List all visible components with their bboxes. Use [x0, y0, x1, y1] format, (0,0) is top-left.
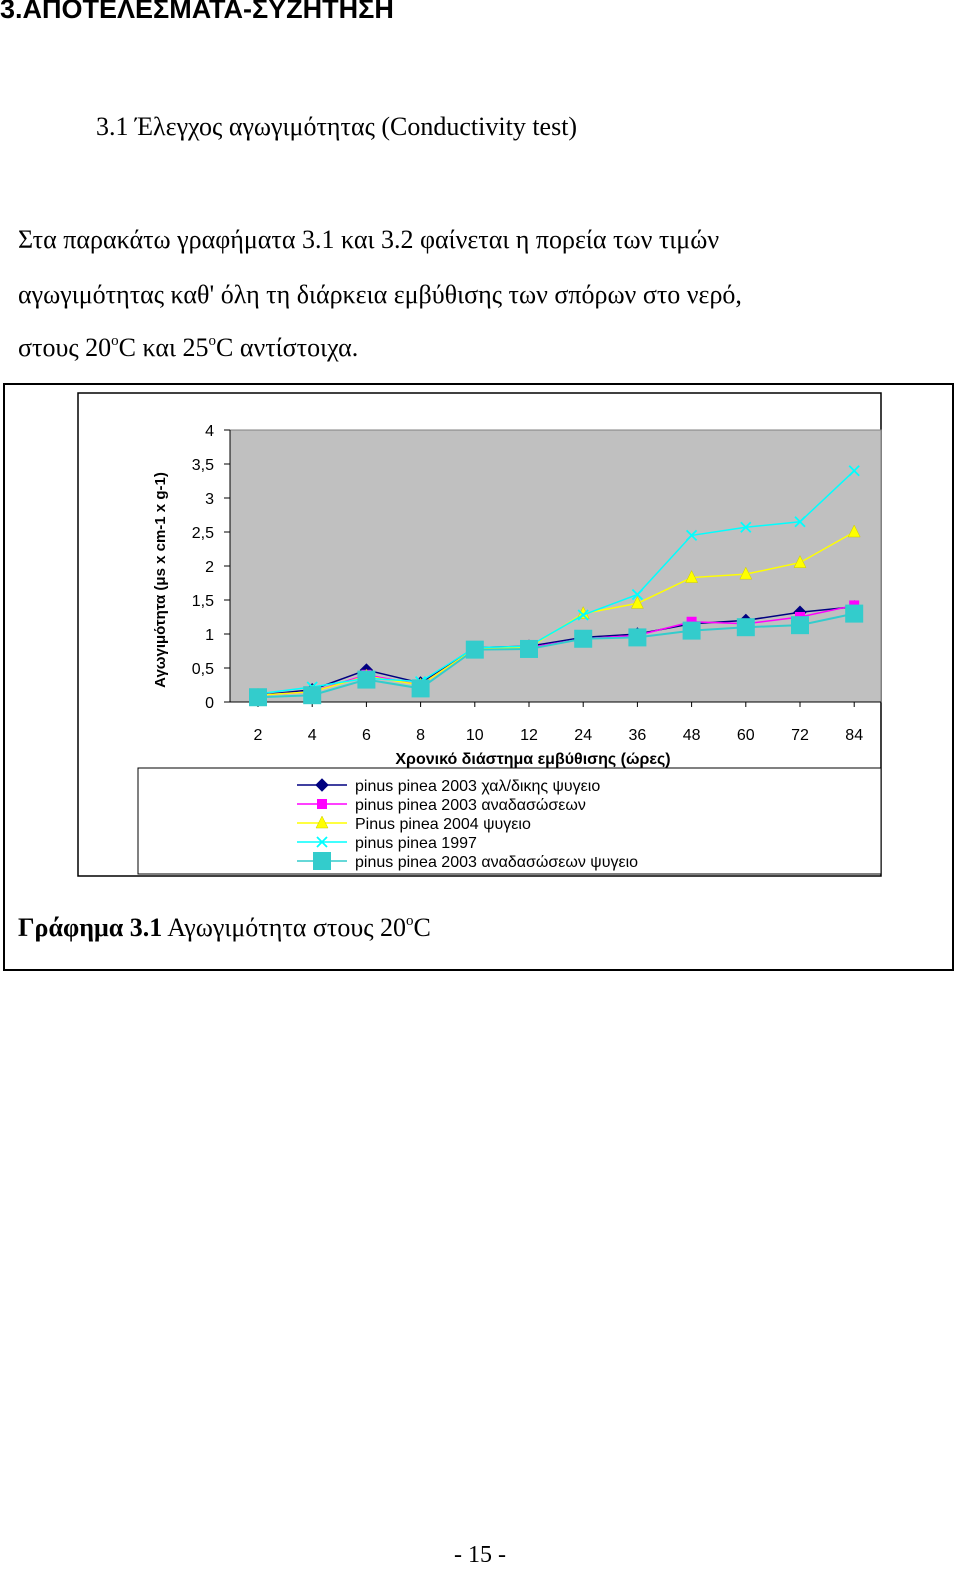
x-tick-label: 36 — [629, 727, 647, 744]
page-number: - 15 - — [454, 1542, 506, 1568]
x-tick-label: 4 — [308, 727, 317, 744]
data-point-marker — [793, 555, 807, 568]
legend-label: pinus pinea 2003 αναδασώσεων ψυγειο — [355, 854, 638, 871]
x-tick-label: 84 — [845, 727, 863, 744]
series-line — [257, 612, 855, 699]
data-point-marker — [628, 628, 647, 647]
figure-frame — [3, 383, 954, 971]
data-point-marker — [574, 629, 593, 648]
legend-label: pinus pinea 1997 — [355, 835, 477, 852]
legend-marker — [315, 778, 329, 792]
y-tick-label: 0 — [205, 695, 214, 712]
data-point-marker — [303, 686, 322, 705]
x-tick-label: 8 — [416, 727, 425, 744]
legend-entry: pinus pinea 2003 αναδασώσεων ψυγειο — [297, 852, 638, 871]
data-point-marker — [465, 640, 484, 659]
data-point-marker — [357, 670, 376, 689]
paragraph-line-3: στους 20oC και 25oC αντίστοιχα. — [18, 333, 359, 362]
x-axis-title: Χρονικό διάστημα εμβύθισης (ώρες) — [395, 751, 670, 768]
data-point-marker — [249, 688, 267, 707]
legend-marker — [317, 799, 327, 809]
x-tick-label: 12 — [520, 727, 538, 744]
y-tick-label: 4 — [205, 423, 214, 440]
data-point-marker — [630, 595, 644, 609]
x-tick-label: 10 — [466, 727, 484, 744]
legend-label: Pinus pinea 2004 ψυγειο — [355, 816, 531, 833]
plot-area — [229, 429, 882, 703]
legend-entry: pinus pinea 2003 χαλ/δικης ψυγειο — [297, 778, 600, 795]
legend-marker — [315, 815, 329, 829]
series-line — [257, 606, 855, 696]
data-point-marker — [631, 588, 644, 601]
legend-entry: pinus pinea 2003 αναδασώσεων — [297, 797, 586, 814]
x-tick-label: 72 — [791, 727, 809, 744]
data-point-marker — [845, 604, 864, 623]
data-point-marker — [685, 529, 698, 542]
x-tick-label: 6 — [362, 727, 371, 744]
y-tick-label: 3,5 — [192, 457, 214, 474]
legend-box — [137, 767, 882, 875]
data-point-marker — [411, 679, 430, 698]
data-point-marker — [685, 570, 699, 583]
y-axis-title: Αγωγιμότητα (μs x cm-1 x g-1) — [152, 472, 169, 688]
legend-marker — [313, 852, 331, 870]
x-tick-label: 24 — [574, 727, 592, 744]
data-point-marker — [736, 618, 755, 637]
section-heading: 3.ΑΠΟΤΕΛΕΣΜΑΤΑ-ΣΥΖΗΤΗΣΗ — [0, 0, 394, 24]
x-tick-label: 48 — [683, 727, 701, 744]
legend-marker — [316, 836, 328, 848]
data-point-marker — [577, 609, 589, 621]
figure-caption: Γράφημα 3.1 Αγωγιμότητα στους 20oC — [18, 913, 431, 942]
x-tick-label: 60 — [737, 727, 755, 744]
data-point-marker — [794, 516, 806, 528]
y-tick-label: 2 — [205, 559, 214, 576]
y-tick-label: 3 — [205, 491, 214, 508]
subsection-heading: 3.1 Έλεγχος αγωγιμότητας (Conductivity t… — [96, 112, 578, 141]
data-point-marker — [682, 621, 701, 640]
y-tick-label: 2,5 — [192, 525, 214, 542]
data-point-marker — [740, 521, 752, 533]
series-line — [257, 470, 855, 695]
series-5 — [249, 604, 864, 707]
x-tick-label: 2 — [254, 727, 263, 744]
legend-label: pinus pinea 2003 αναδασώσεων — [355, 797, 586, 814]
y-tick-label: 0,5 — [192, 661, 214, 678]
y-tick-label: 1,5 — [192, 593, 214, 610]
data-point-marker — [520, 639, 538, 658]
paragraph-line-2: αγωγιμότητας καθ' όλη τη διάρκεια εμβύθι… — [18, 280, 742, 309]
data-point-marker — [739, 566, 753, 580]
legend-label: pinus pinea 2003 χαλ/δικης ψυγειο — [355, 778, 600, 795]
legend-entry: pinus pinea 1997 — [297, 835, 477, 852]
data-point-marker — [791, 616, 809, 635]
paragraph-line-1: Στα παρακάτω γραφήματα 3.1 και 3.2 φαίνε… — [18, 225, 720, 254]
legend-entry: Pinus pinea 2004 ψυγειο — [297, 815, 531, 833]
y-tick-label: 1 — [205, 627, 214, 644]
data-point-marker — [847, 524, 861, 538]
conductivity-line-chart: 00,511,522,533,54 2 4 6 8 10 12 24 36 48 60 72 84 Α… — [77, 392, 882, 877]
data-point-marker — [848, 465, 860, 477]
